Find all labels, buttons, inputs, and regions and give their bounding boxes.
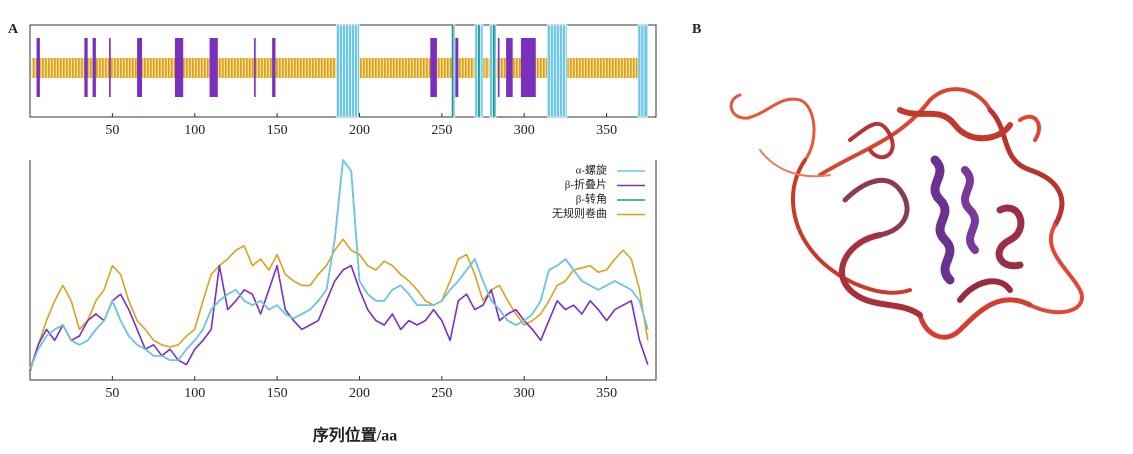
- protein-structure: [729, 87, 1084, 340]
- track: 50 100 150 200 250 300 350: [31, 24, 649, 138]
- x-tick-label: 250: [431, 386, 452, 401]
- structure-segment: [451, 25, 454, 117]
- series-line: [29, 159, 649, 370]
- x-tick-label: 100: [184, 123, 205, 138]
- structure-segment: [92, 38, 96, 97]
- legend-label: β-折叠片: [565, 177, 607, 191]
- x-axis-label: 序列位置/aa: [313, 426, 397, 445]
- structure-segment: [272, 38, 276, 97]
- structure-segment: [109, 38, 111, 97]
- structure-segment: [497, 38, 500, 97]
- structure-segment: [430, 38, 437, 97]
- legend-label: α-螺旋: [576, 163, 607, 177]
- structure-segment: [254, 38, 256, 97]
- structure-segment: [137, 38, 143, 97]
- series-line: [29, 159, 649, 370]
- structure-segment: [478, 25, 480, 117]
- x-tick-label: 350: [596, 386, 617, 401]
- x-tick-label: 350: [596, 123, 617, 138]
- structure-segment: [174, 38, 184, 97]
- panel-label: A: [8, 22, 19, 37]
- x-tick-label: 150: [267, 123, 288, 138]
- structure-segment: [492, 25, 495, 117]
- legend-label: 无规则卷曲: [552, 206, 607, 220]
- structure-segment: [506, 38, 513, 97]
- x-tick-label: 200: [349, 123, 370, 138]
- x-tick-label: 50: [105, 386, 119, 401]
- x-tick-label: 300: [514, 386, 535, 401]
- plot-frame: [29, 160, 657, 381]
- structure-segment: [336, 24, 360, 118]
- series-line: [29, 264, 649, 372]
- x-tick-label: 300: [514, 123, 535, 138]
- panel-label: B: [692, 22, 701, 37]
- series-line: [29, 238, 649, 370]
- structure-segment: [209, 38, 218, 97]
- structure-segment: [520, 38, 536, 97]
- x-tick-label: 100: [184, 386, 205, 401]
- structure-segment: [84, 38, 88, 97]
- structure-segment: [36, 38, 40, 97]
- structure-segment: [455, 38, 459, 97]
- x-tick-label: 150: [267, 386, 288, 401]
- structure-segment: [453, 24, 456, 118]
- x-tick-label: 250: [431, 123, 452, 138]
- legend-label: β-转角: [576, 192, 607, 206]
- structure-segment: [637, 24, 649, 118]
- x-tick-label: 50: [105, 123, 119, 138]
- x-tick-label: 200: [349, 386, 370, 401]
